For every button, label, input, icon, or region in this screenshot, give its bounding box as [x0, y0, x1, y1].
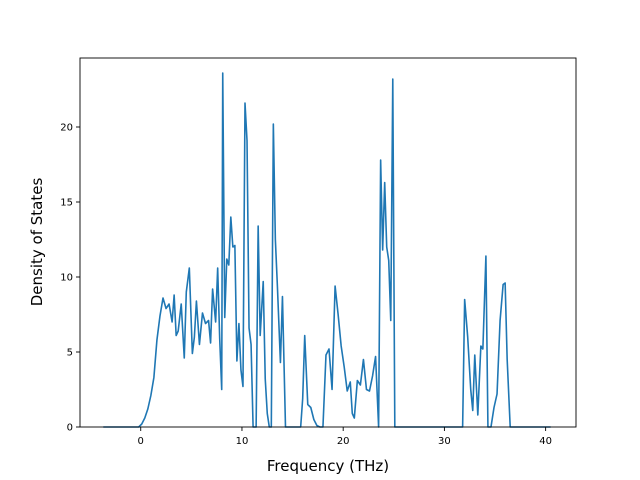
y-tick-label: 10: [60, 273, 73, 284]
x-tick-label: 0: [138, 436, 144, 447]
x-tick-label: 30: [438, 436, 451, 447]
y-axis-label: Density of States: [28, 178, 46, 307]
y-tick-label: 15: [60, 198, 73, 209]
axes-frame: [79, 57, 577, 428]
x-tick-label: 10: [236, 436, 249, 447]
x-tick-label: 20: [337, 436, 350, 447]
x-axis-label: Frequency (THz): [267, 457, 389, 475]
plot-area: [79, 57, 577, 428]
y-tick-label: 5: [67, 348, 73, 359]
y-tick-label: 0: [67, 423, 73, 434]
y-tick-label: 20: [60, 123, 73, 134]
x-tick-label: 40: [539, 436, 552, 447]
x-axis-ticks: 0 10 20 30 40: [138, 427, 552, 447]
y-axis-ticks: 0 5 10 15 20: [60, 123, 80, 434]
